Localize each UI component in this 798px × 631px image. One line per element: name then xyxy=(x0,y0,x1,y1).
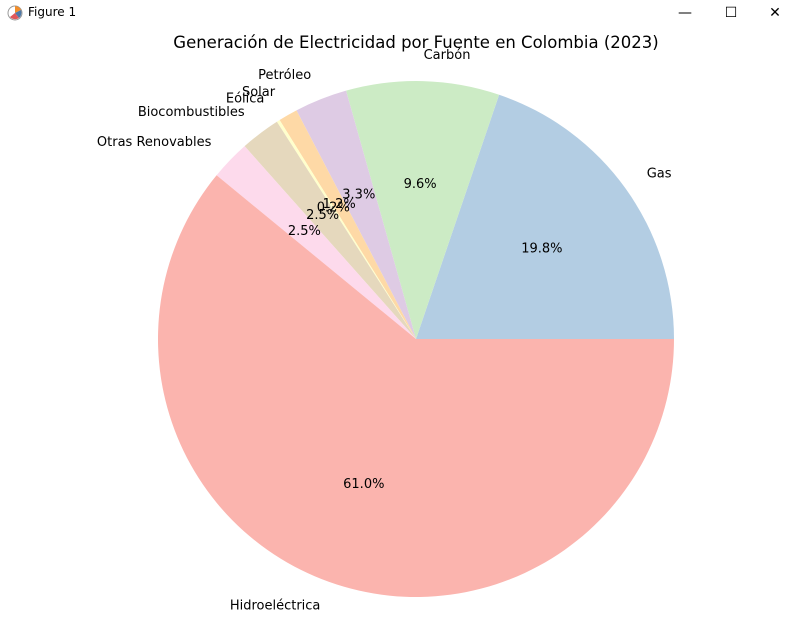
minimize-button[interactable]: — xyxy=(662,0,708,26)
pie-slice-gas xyxy=(416,94,675,339)
pie-slice-solar xyxy=(279,110,416,339)
pie-category-label-otras-renovables: Otras Renovables xyxy=(97,135,212,150)
pie-percent-labels: 19.8%9.6%3.3%1.2%0.2%2.5%2.5%61.0% xyxy=(288,177,563,492)
chart-title: Generación de Electricidad por Fuente en… xyxy=(173,33,658,52)
pie-slice-petroleo xyxy=(296,90,416,339)
pie-slice-otras-renovables xyxy=(216,146,416,339)
pie-slices xyxy=(157,81,675,598)
pie-category-label-petroleo: Petróleo xyxy=(258,68,311,83)
pie-slice-biocombustibles xyxy=(244,121,416,340)
pie-slice-hidroelectrica xyxy=(157,175,674,598)
maximize-icon: ☐ xyxy=(724,5,738,21)
pie-category-labels: Gas Carbón Petróleo SolarEólicaBiocombustib… xyxy=(97,48,672,614)
pie-category-label-eolica: Eólica xyxy=(226,92,265,107)
pie-percent-label-gas: 19.8% xyxy=(521,241,562,256)
pie-percent-label-eolica: 0.2% xyxy=(317,201,350,216)
pie-category-label-carbon: Carbón xyxy=(424,48,471,63)
window-title: Figure 1 xyxy=(28,5,77,19)
pie-slice-carbon xyxy=(346,81,500,340)
pie-percent-label-carbon: 9.6% xyxy=(404,177,437,192)
pie-percent-label-solar: 1.2% xyxy=(323,197,356,212)
pie-percent-label-petroleo: 3.3% xyxy=(342,188,375,203)
pie-category-label-solar: Solar xyxy=(242,85,276,100)
pie-percent-label-hidroelectrica: 61.0% xyxy=(343,477,384,492)
pie-category-label-hidroelectrica: Hidroeléctrica xyxy=(230,599,321,614)
pie-percent-label-otras-renovables: 2.5% xyxy=(288,224,321,239)
matplotlib-app-icon xyxy=(7,5,23,21)
pie-category-label-biocombustibles: Biocombustibles xyxy=(138,105,245,120)
pie-chart: Generación de Electricidad por Fuente en… xyxy=(97,33,675,614)
maximize-button[interactable]: ☐ xyxy=(708,0,754,26)
window-titlebar: Figure 1 — ☐ ✕ xyxy=(0,0,798,26)
minimize-icon: — xyxy=(678,5,692,21)
pie-category-label-gas: Gas xyxy=(647,166,672,181)
pie-slice-eolica xyxy=(276,120,416,339)
pie-percent-label-biocombustibles: 2.5% xyxy=(306,208,339,223)
close-button[interactable]: ✕ xyxy=(752,0,798,26)
close-icon: ✕ xyxy=(769,5,781,21)
